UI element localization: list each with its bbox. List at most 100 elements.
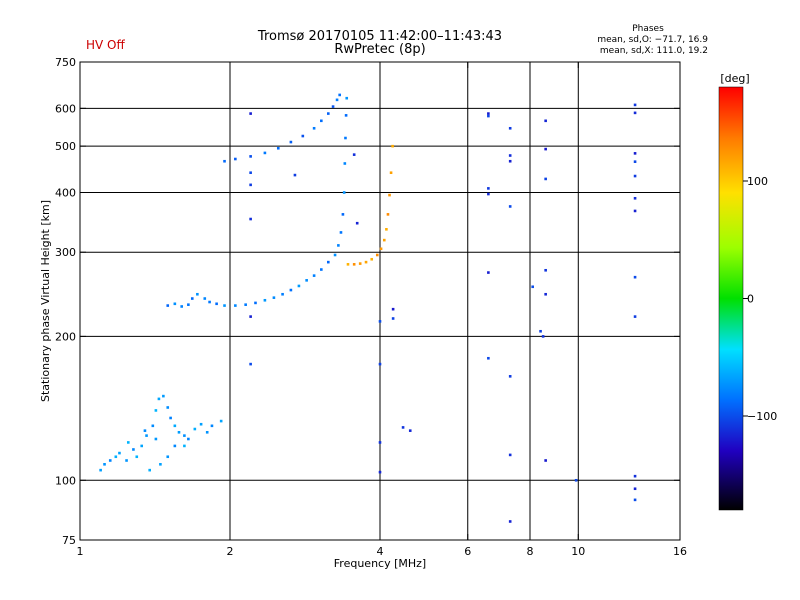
x-axis-ticks: 1 2 4 6 8 10 16 [77,62,687,558]
echo-point [633,487,637,491]
y-tick-label: 200 [55,330,76,343]
echo-point [173,302,177,306]
echo-point [633,209,637,213]
colorbar [718,86,744,511]
echo-point [143,429,147,432]
echo-point [378,441,382,444]
echo-point [183,444,186,448]
echo-point [539,329,542,333]
echo-point [341,213,345,216]
echo-point [382,238,386,242]
y-tick-label: 600 [55,102,76,115]
echo-point [508,154,512,157]
echo-point [633,103,637,107]
echo-point [249,112,252,115]
echo-point [312,274,316,277]
echo-point [203,297,207,300]
echo-point [154,409,158,412]
echo-point [544,459,547,462]
echo-point [327,260,330,264]
phases-mean-o: mean, sd,O: −71.7, 16.9 [597,35,708,45]
echo-point [355,221,359,225]
echo-point [487,187,490,190]
echo-point [379,247,383,251]
y-tick-label: 500 [55,140,76,153]
echo-point [487,192,490,196]
echo-point [166,406,170,409]
echo-point [352,153,356,156]
echo-point [249,217,252,221]
echo-point [508,126,512,130]
echo-point [126,441,130,444]
echo-point [166,304,170,307]
x-tick-label: 4 [377,545,384,558]
echo-point [249,171,252,175]
echo-point [301,134,305,138]
data-points [99,93,637,523]
echo-point [633,152,637,155]
echo-point [99,468,102,472]
chart-title: Tromsø 20170105 11:42:00–11:43:43 [257,29,502,44]
echo-point [331,105,335,108]
x-axis-label: Frequency [MHz] [334,557,426,570]
echo-point [541,335,545,338]
echo-point [487,114,490,118]
colorbar-ticks: 100 0 −100 [743,175,777,423]
echo-point [140,444,144,448]
echo-point [327,112,330,115]
echo-point [219,419,223,423]
echo-point [180,305,184,308]
echo-point [187,303,190,306]
echo-point [205,431,209,434]
chart-subtitle: RwPretec (8p) [334,42,425,57]
echo-point [177,431,181,434]
echo-point [320,119,323,123]
echo-point [375,253,379,257]
x-tick-label: 16 [673,545,687,558]
echo-point [249,155,252,158]
echo-point [169,416,172,420]
echo-point [320,268,323,271]
echo-point [118,451,121,455]
echo-point [544,268,547,272]
echo-point [633,196,637,200]
echo-point [345,96,349,100]
echo-point [249,315,252,318]
echo-point [223,304,226,307]
echo-point [183,434,186,437]
echo-point [378,320,382,323]
echo-point [343,162,347,165]
echo-point [633,111,637,115]
echo-point [339,231,343,234]
echo-point [388,193,391,197]
echo-point [312,126,316,130]
echo-point [344,136,347,140]
colorbar-tick-label: 0 [747,293,754,306]
echo-point [193,427,197,431]
echo-point [391,144,394,148]
y-tick-label: 400 [55,186,76,199]
y-axis-ticks: 75 100 200 300 400 500 600 750 [55,56,680,547]
phases-mean-x: mean, sd,X: 111.0, 19.2 [600,46,708,56]
echo-point [289,140,293,144]
echo-point [344,114,348,117]
echo-point [508,520,512,523]
echo-point [263,151,267,155]
echo-point [145,434,148,437]
echo-point [335,98,339,102]
echo-point [544,119,547,123]
echo-point [157,397,161,401]
echo-point [391,317,395,320]
echo-point [508,159,512,163]
echo-point [208,300,211,304]
colorbar-label: [deg] [720,72,749,85]
echo-point [234,157,237,161]
echo-point [352,263,356,266]
echo-point [249,362,252,366]
echo-point [346,263,350,266]
echo-point [108,459,112,462]
echo-point [389,171,393,175]
echo-point [358,262,362,265]
echo-point [378,362,382,366]
